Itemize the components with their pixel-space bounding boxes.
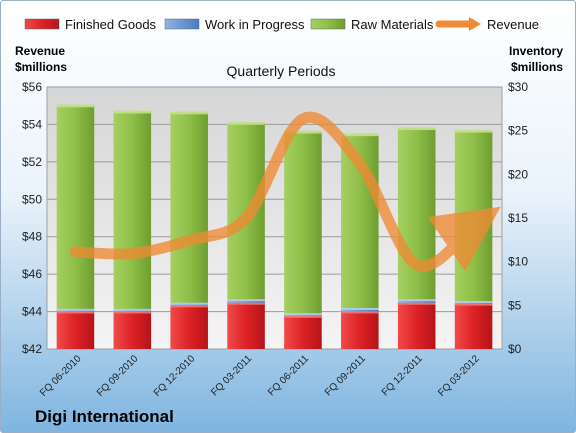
bar-cap (56, 104, 95, 108)
bar-raw-materials (454, 130, 493, 301)
bar-finished-goods (227, 302, 265, 349)
bar-finished-goods (284, 315, 322, 349)
legend-arrow (469, 17, 481, 31)
bar-cap (341, 133, 379, 137)
bar-cap (170, 301, 208, 305)
left-tick-label: $44 (22, 305, 42, 319)
bar-raw-materials (113, 111, 152, 309)
bar-cap (454, 299, 493, 303)
bar-cap (113, 110, 152, 114)
x-tick-label: FQ 03-2011 (209, 353, 254, 398)
bar-cap (170, 111, 208, 115)
company-name: Digi International (35, 407, 174, 426)
bar-cap (284, 312, 322, 316)
x-tick-label: FQ 06-2010 (38, 353, 84, 399)
legend-swatch (310, 18, 346, 30)
bar-cap (454, 129, 493, 133)
left-tick-label: $46 (22, 267, 42, 281)
right-tick-label: $10 (508, 255, 528, 269)
revenue-line (69, 111, 501, 272)
bar-cap (284, 314, 322, 318)
bar-cap (113, 310, 152, 314)
bar-raw-materials (397, 128, 436, 300)
legend-label: Revenue (487, 17, 539, 32)
left-axis-title-line2: $millions (15, 60, 67, 74)
bar-raw-materials (170, 112, 208, 303)
legend-swatch (24, 18, 60, 30)
left-axis: $42 $44 $46 $48 $50 $52 $54 $56 (22, 80, 42, 356)
x-axis: FQ 06-2010 FQ 09-2010 FQ 12-2010 FQ 03-2011… (38, 353, 482, 399)
left-tick-label: $50 (22, 192, 42, 206)
bar-cap (341, 310, 379, 314)
bar-cap (170, 304, 208, 308)
right-tick-label: $15 (508, 211, 528, 225)
x-tick-label: FQ 03-2012 (436, 353, 482, 399)
legend-swatch (164, 18, 200, 30)
legend-label: Work in Progress (205, 17, 305, 32)
bar-raw-materials (284, 131, 322, 314)
bar-cap (397, 127, 436, 131)
x-tick-label: FQ 12-2011 (380, 353, 425, 398)
x-tick-label: FQ 09-2010 (95, 353, 141, 399)
x-tick-label: FQ 12-2010 (152, 353, 198, 399)
bar-cap (341, 306, 379, 310)
right-axis-title-line1: Inventory (509, 44, 563, 58)
right-tick-label: $25 (508, 124, 528, 138)
left-tick-label: $42 (22, 342, 42, 356)
right-axis-title-line2: $millions (511, 60, 563, 74)
x-tick-label: FQ 06-2011 (266, 353, 311, 398)
right-tick-label: $30 (508, 80, 528, 94)
right-axis: $0 $5 $10 $15 $20 $25 $30 (508, 80, 528, 356)
left-tick-label: $48 (22, 230, 42, 244)
bar-cap (284, 130, 322, 134)
bar-cap (397, 301, 436, 305)
revenue-line-group (69, 111, 501, 272)
right-tick-label: $0 (508, 342, 522, 356)
legend-label: Finished Goods (65, 17, 157, 32)
right-tick-label: $20 (508, 167, 528, 181)
left-tick-label: $54 (22, 117, 42, 131)
bar-finished-goods (397, 302, 436, 349)
bar-cap (56, 307, 95, 311)
chart-title: Quarterly Periods (227, 63, 336, 79)
x-tick-label: FQ 09-2011 (323, 353, 368, 398)
left-axis-title-line1: Revenue (15, 44, 65, 58)
bar-finished-goods (454, 303, 493, 349)
bar-raw-materials (56, 105, 95, 309)
left-tick-label: $56 (22, 80, 42, 94)
bar-cap (454, 302, 493, 306)
right-tick-label: $5 (508, 298, 522, 312)
bar-finished-goods (56, 311, 95, 349)
bar-finished-goods (170, 305, 208, 349)
bar-cap (227, 121, 265, 125)
bar-cap (113, 307, 152, 311)
legend: Finished Goods Work in Progress Raw Materi… (24, 17, 539, 32)
bar-cap (227, 298, 265, 302)
bar-cap (56, 310, 95, 314)
left-tick-label: $52 (22, 155, 42, 169)
bar-finished-goods (341, 311, 379, 349)
bar-finished-goods (113, 311, 152, 349)
bar-cap (227, 301, 265, 305)
legend-label: Raw Materials (351, 17, 434, 32)
bar-cap (397, 298, 436, 302)
